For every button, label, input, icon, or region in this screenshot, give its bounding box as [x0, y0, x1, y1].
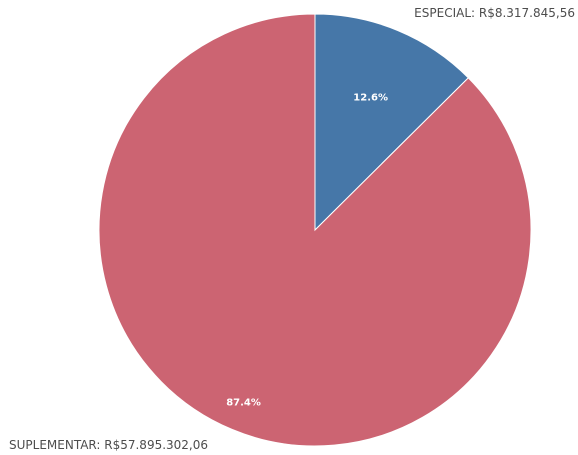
pie-slices [98, 13, 532, 447]
percent-label-especial: 12.6% [353, 92, 388, 103]
percent-label-suplementar: 87.4% [226, 397, 261, 408]
pie-labels: 12.6% 87.4% [226, 92, 388, 408]
slice-label-suplementar: SUPLEMENTAR: R$57.895.302,06 [9, 438, 208, 452]
pie-slice-especial[interactable] [314, 13, 470, 232]
pie-slice-suplementar[interactable] [98, 13, 532, 447]
slice-label-especial: ESPECIAL: R$8.317.845,56 [414, 6, 575, 20]
